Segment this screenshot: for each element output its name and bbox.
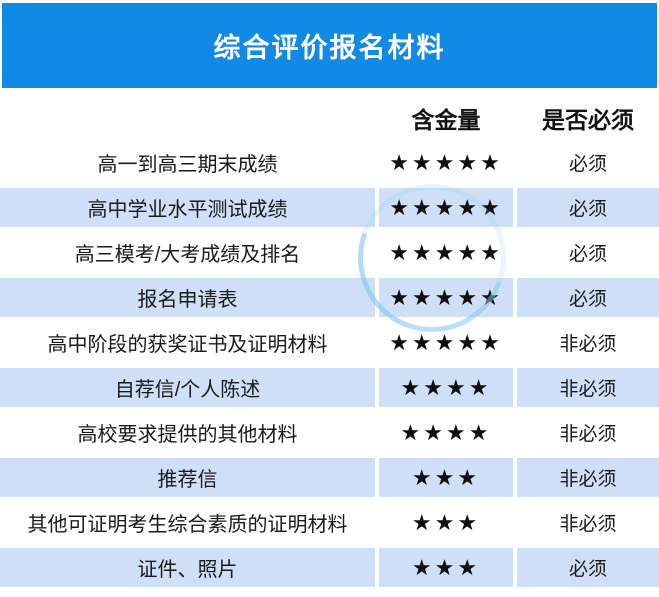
required-cell: 非必须 [513,368,659,407]
star-rating: ★★★★★ [375,278,513,317]
material-cell: 报名申请表 [0,278,375,317]
required-cell: 必须 [513,278,659,317]
table-header-row: 含金量 是否必须 [0,95,659,140]
material-cell: 自荐信/个人陈述 [0,368,375,407]
required-cell: 非必须 [513,320,659,365]
required-cell: 必须 [513,188,659,227]
material-cell: 高中阶段的获奖证书及证明材料 [47,334,328,356]
material-cell: 高三模考/大考成绩及排名 [74,244,301,266]
table-row: 推荐信 ★★★ 非必须 [0,455,659,500]
material-cell: 高中学业水平测试成绩 [0,188,375,227]
required-cell: 必须 [513,548,659,587]
header-value: 含金量 [375,95,513,140]
table-row: 其他可证明考生综合素质的证明材料 ★★★ 非必须 [0,500,659,545]
material-cell: 高一到高三期末成绩 [97,154,278,176]
table-row: 高校要求提供的其他材料 ★★★★ 非必须 [0,410,659,455]
header-material [0,95,375,140]
material-cell: 其他可证明考生综合素质的证明材料 [27,514,348,536]
star-rating: ★★★★★ [375,320,513,365]
star-rating: ★★★ [375,458,513,497]
table-row: 高三模考/大考成绩及排名 ★★★★★ 必须 [0,230,659,275]
title-banner: 综合评价报名材料 [2,3,657,88]
table-row: 证件、照片 ★★★ 必须 [0,545,659,590]
star-rating: ★★★ [375,548,513,587]
star-rating: ★★★ [375,500,513,545]
materials-table: 含金量 是否必须 高一到高三期末成绩 ★★★★★ 必须 高中学业水平测试成绩 ★… [0,95,659,590]
material-cell: 推荐信 [0,458,375,497]
required-cell: 非必须 [513,410,659,455]
required-cell: 非必须 [513,500,659,545]
table-row: 高中阶段的获奖证书及证明材料 ★★★★★ 非必须 [0,320,659,365]
table-row: 自荐信/个人陈述 ★★★★ 非必须 [0,365,659,410]
required-cell: 必须 [513,230,659,275]
star-rating: ★★★★★ [375,230,513,275]
star-rating: ★★★★★ [375,188,513,227]
table-row: 高中学业水平测试成绩 ★★★★★ 必须 [0,185,659,230]
material-cell: 证件、照片 [0,548,375,587]
table-row: 高一到高三期末成绩 ★★★★★ 必须 [0,140,659,185]
star-rating: ★★★★ [375,410,513,455]
page-title: 综合评价报名材料 [213,33,446,63]
table-row: 报名申请表 ★★★★★ 必须 [0,275,659,320]
header-required: 是否必须 [513,95,659,140]
star-rating: ★★★★★ [375,140,513,185]
required-cell: 必须 [513,140,659,185]
material-cell: 高校要求提供的其他材料 [77,424,298,446]
star-rating: ★★★★ [375,368,513,407]
required-cell: 非必须 [513,458,659,497]
